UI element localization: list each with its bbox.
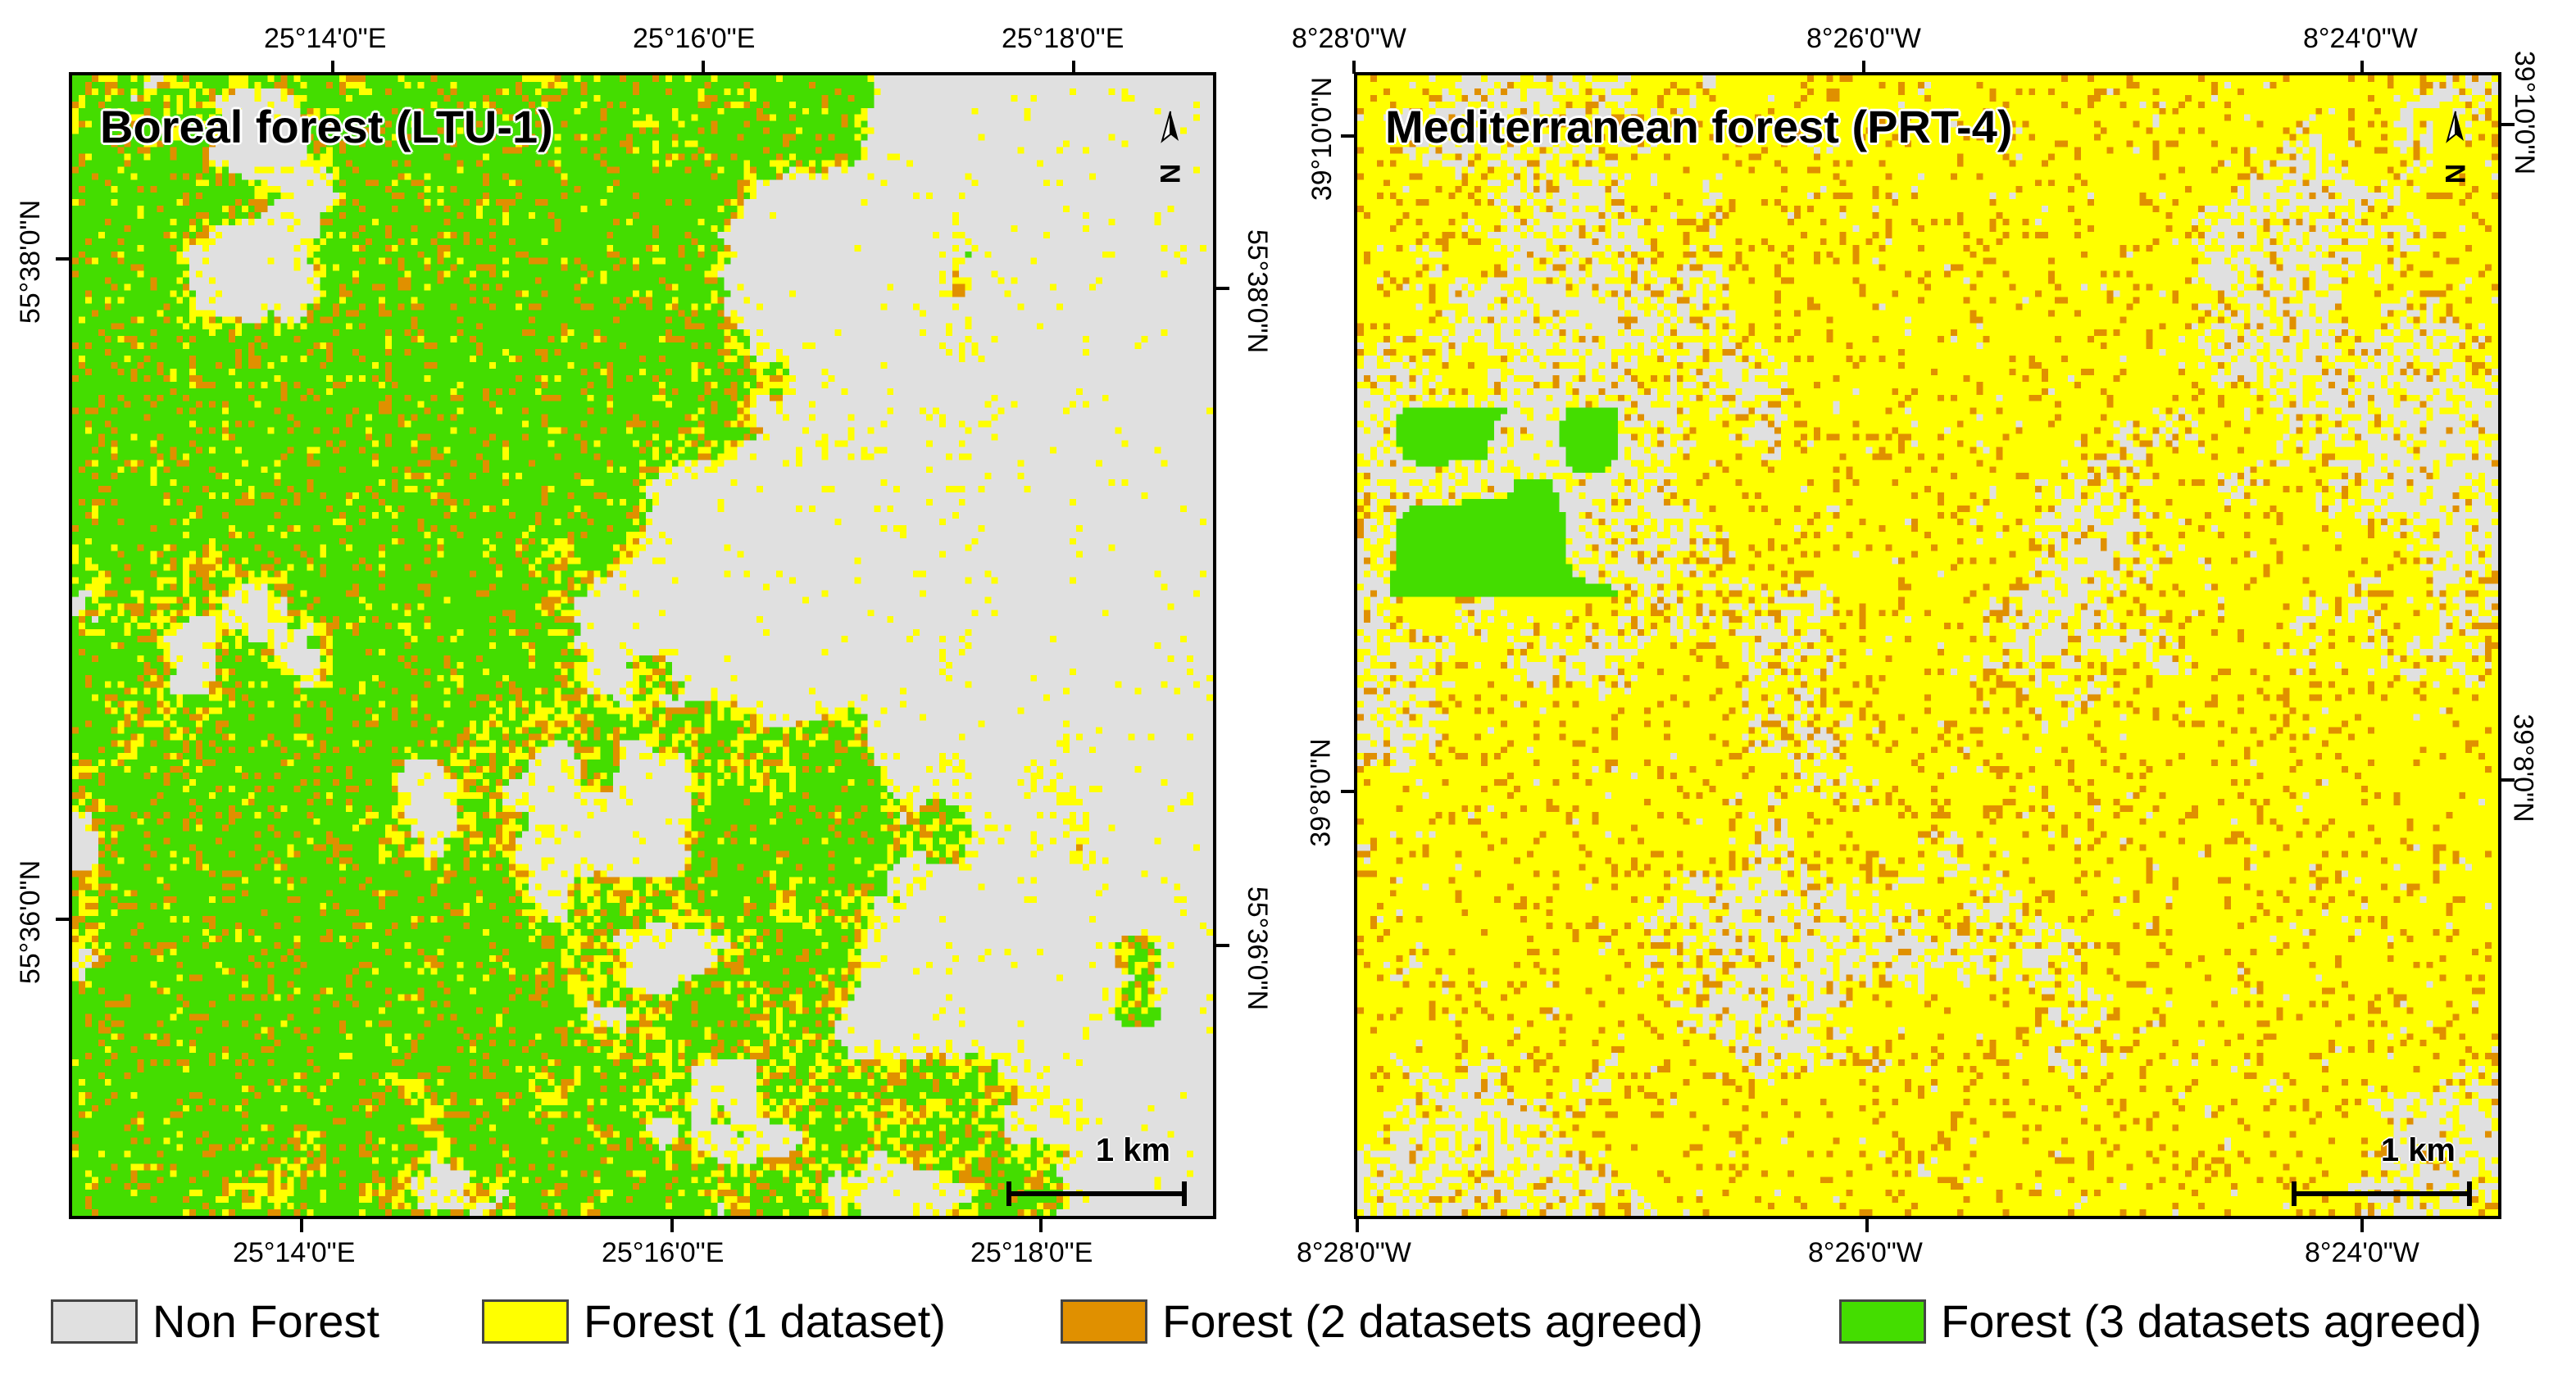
tick-mark (1039, 1219, 1043, 1232)
forest-raster (1357, 75, 2498, 1216)
tick-mark (56, 918, 69, 921)
map-mediterranean: Mediterranean forest (PRT-4) N 1 km (1354, 72, 2501, 1219)
top-tick-label: 25°16'0"E (633, 23, 756, 54)
scale-bar: 1 km (1006, 1132, 1187, 1214)
top-tick-label: 8°28'0"W (1292, 23, 1406, 54)
legend-label: Non Forest (152, 1295, 379, 1347)
top-tick-label: 25°14'0"E (264, 23, 387, 54)
legend-item-forest-3: Forest (3 datasets agreed) (1839, 1295, 2482, 1348)
legend-item-non-forest: Non Forest (51, 1295, 379, 1348)
forest-raster (72, 75, 1213, 1216)
tick-mark (2501, 778, 2515, 782)
legend-swatch (51, 1299, 138, 1344)
tick-mark (2501, 123, 2515, 126)
tick-mark (300, 1219, 303, 1232)
tick-mark (331, 61, 334, 74)
north-label: N (2439, 164, 2470, 184)
north-arrow-icon: N (2439, 111, 2470, 184)
legend-swatch (1839, 1299, 1926, 1344)
map-title: Mediterranean forest (PRT-4) (1385, 101, 2013, 152)
left-tick-label: 39°10'0"N (1306, 76, 1338, 202)
north-label: N (1154, 164, 1185, 184)
scale-line (1006, 1191, 1187, 1196)
bottom-tick-label: 25°16'0"E (602, 1237, 725, 1268)
tick-mark (1865, 1219, 1869, 1232)
north-arrow-icon: N (1154, 111, 1185, 184)
scale-label: 1 km (1095, 1132, 1170, 1168)
bottom-tick-label: 25°14'0"E (233, 1237, 356, 1268)
bottom-tick-label: 8°26'0"W (1808, 1237, 1923, 1268)
tick-mark (1072, 61, 1075, 74)
tick-mark (56, 257, 69, 261)
tick-mark (1216, 287, 1229, 290)
tick-mark (1341, 134, 1354, 138)
tick-mark (2360, 1219, 2364, 1232)
left-tick-label: 39°8'0"N (1305, 738, 1337, 847)
top-tick-label: 8°24'0"W (2303, 23, 2418, 54)
legend-label: Forest (2 datasets agreed) (1162, 1295, 1703, 1347)
tick-mark (1341, 790, 1354, 793)
right-tick-label: 55°38'0"N (1242, 229, 1274, 354)
map-boreal: Boreal forest (LTU-1) N 1 km (69, 72, 1216, 1219)
tick-mark (2360, 61, 2364, 74)
bottom-tick-label: 8°24'0"W (2305, 1237, 2419, 1268)
scale-tick (2467, 1181, 2472, 1206)
right-tick-label: 39°8'0"N (2507, 714, 2539, 823)
tick-mark (1862, 61, 1865, 74)
legend-item-forest-2: Forest (2 datasets agreed) (1061, 1295, 1703, 1348)
tick-mark (1216, 944, 1229, 947)
tick-mark (1352, 61, 1356, 74)
legend-label: Forest (1 dataset) (584, 1295, 946, 1347)
scale-tick (2292, 1181, 2297, 1206)
tick-mark (1356, 1219, 1359, 1232)
right-tick-label: 55°36'0"N (1242, 886, 1274, 1011)
scale-label: 1 km (2380, 1132, 2456, 1168)
legend-swatch (482, 1299, 569, 1344)
legend-item-forest-1: Forest (1 dataset) (482, 1295, 946, 1348)
tick-mark (670, 1219, 674, 1232)
left-tick-label: 55°38'0"N (15, 199, 47, 324)
bottom-tick-label: 25°18'0"E (970, 1237, 1093, 1268)
top-tick-label: 25°18'0"E (1002, 23, 1124, 54)
legend-label: Forest (3 datasets agreed) (1941, 1295, 2482, 1347)
scale-bar: 1 km (2292, 1132, 2472, 1214)
scale-tick (1006, 1181, 1011, 1206)
right-tick-label: 39°10'0"N (2509, 50, 2541, 175)
scale-tick (1182, 1181, 1187, 1206)
map-title: Boreal forest (LTU-1) (100, 101, 553, 152)
top-tick-label: 8°26'0"W (1806, 23, 1921, 54)
legend: Non Forest Forest (1 dataset) Forest (2 … (0, 1295, 2576, 1376)
bottom-tick-label: 8°28'0"W (1297, 1237, 1411, 1268)
legend-swatch (1061, 1299, 1147, 1344)
left-tick-label: 55°36'0"N (15, 859, 47, 985)
tick-mark (702, 61, 705, 74)
scale-line (2292, 1191, 2472, 1196)
